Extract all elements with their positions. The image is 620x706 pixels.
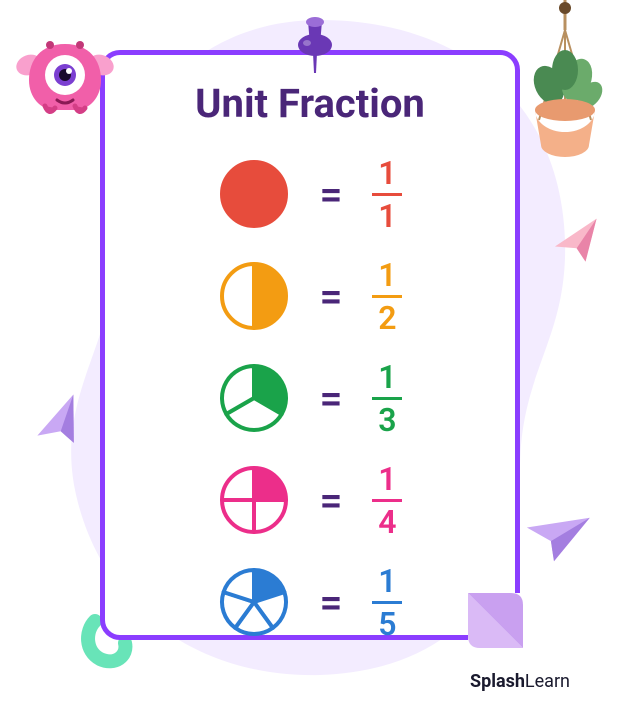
fraction-circle	[218, 158, 290, 230]
fraction-bar	[372, 601, 402, 604]
denominator: 4	[378, 504, 396, 538]
fraction-rows: =11=12=13=14=15	[145, 152, 475, 644]
fraction-value: 14	[372, 463, 402, 538]
brand-label: SplashLearn	[470, 671, 570, 692]
brand-bold: Splash	[470, 671, 525, 692]
fraction-circle	[218, 566, 290, 638]
equals-sign: =	[320, 273, 343, 320]
fraction-circle	[218, 260, 290, 332]
corner-fold	[468, 593, 523, 648]
fraction-bar	[372, 193, 402, 196]
denominator: 3	[378, 402, 396, 436]
equals-sign: =	[320, 579, 343, 626]
equals-sign: =	[320, 171, 343, 218]
equals-sign: =	[320, 375, 343, 422]
fraction-circle	[218, 362, 290, 434]
fraction-row: =13	[145, 356, 475, 440]
fraction-bar	[372, 499, 402, 502]
fraction-value: 15	[372, 565, 402, 640]
hanging-plant-icon	[517, 0, 612, 170]
paper-plane-icon	[546, 211, 610, 275]
card-title: Unit Fraction	[145, 80, 475, 127]
fraction-row: =15	[145, 560, 475, 644]
fraction-circle-wrap	[218, 362, 290, 434]
fraction-card: Unit Fraction =11=12=13=14=15	[100, 50, 520, 640]
fraction-circle-wrap	[218, 464, 290, 536]
fraction-value: 13	[372, 361, 402, 436]
fraction-bar	[372, 295, 402, 298]
fraction-circle-wrap	[218, 566, 290, 638]
monster-icon	[15, 30, 115, 120]
numerator: 1	[378, 259, 396, 293]
numerator: 1	[378, 157, 396, 191]
fraction-value: 12	[372, 259, 402, 334]
fraction-row: =11	[145, 152, 475, 236]
numerator: 1	[378, 361, 396, 395]
numerator: 1	[378, 565, 396, 599]
fraction-circle-wrap	[218, 260, 290, 332]
denominator: 5	[378, 606, 396, 640]
fraction-row: =14	[145, 458, 475, 542]
fraction-circle-wrap	[218, 158, 290, 230]
push-pin-icon	[290, 15, 340, 75]
fraction-row: =12	[145, 254, 475, 338]
denominator: 2	[378, 300, 396, 334]
fraction-circle	[218, 464, 290, 536]
equals-sign: =	[320, 477, 343, 524]
denominator: 1	[378, 198, 396, 232]
fraction-bar	[372, 397, 402, 400]
brand-light: Learn	[525, 671, 570, 692]
fraction-value: 11	[372, 157, 402, 232]
numerator: 1	[378, 463, 396, 497]
